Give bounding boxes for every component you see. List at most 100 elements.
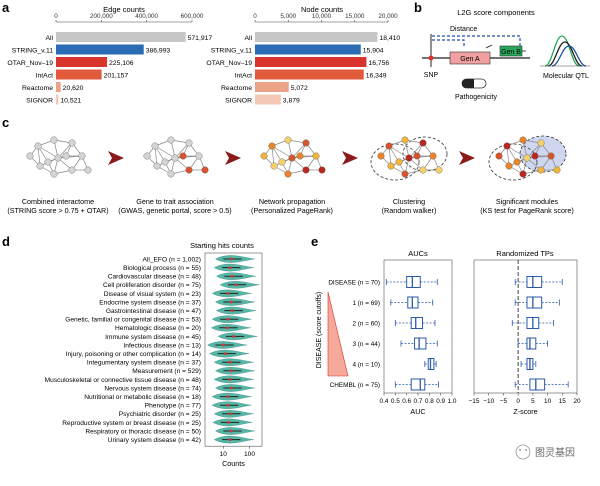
distance-dashed-line-long (432, 35, 521, 48)
violin-category-label: Reproductive system or breast disease (n… (62, 420, 201, 427)
violin-median-dot (229, 369, 233, 373)
network-node (419, 139, 427, 147)
bar-value-label: 3,879 (283, 98, 300, 105)
violin-xlabel: Counts (222, 459, 245, 468)
network-node (36, 162, 44, 170)
violin-median-dot (227, 421, 231, 424)
network-node (153, 162, 161, 170)
bar-category-label: OTAR_Nov–19 (206, 60, 252, 67)
molecular-qtl-label: Molecular QTL (543, 73, 589, 80)
violin-median-dot (228, 378, 232, 381)
violin-median-dot (225, 326, 229, 330)
bar-tick-label: 5,000 (280, 13, 296, 20)
violin-category-label: Phenotype (n = 77) (145, 403, 201, 410)
bar-category-label: IntAct (235, 73, 252, 80)
bar-value-label: 15,904 (363, 48, 384, 55)
network-node (167, 170, 175, 178)
network-node (519, 170, 527, 178)
network-node (385, 142, 393, 150)
bar (255, 82, 289, 92)
pipeline-arrow-icon (459, 151, 475, 165)
network-node (171, 154, 179, 162)
pipeline-step-title: Combined interactome (22, 197, 94, 206)
pipeline-step-subtitle: (STRING score > 0.75 + OTAR) (7, 206, 108, 215)
network-node (50, 170, 58, 178)
network-node (260, 152, 268, 160)
box (414, 337, 427, 350)
violin-category-label: Measurement (n = 529) (132, 368, 201, 375)
bar (255, 94, 281, 105)
gene-a-box (449, 51, 491, 65)
distance-label: Distance (450, 26, 477, 33)
network-node (553, 166, 561, 174)
network-node (537, 139, 545, 147)
violin-category-label: Immune system disease (n = 45) (105, 334, 201, 341)
box (410, 317, 424, 329)
box-tick-label: 0.5 (391, 398, 400, 405)
bar-tick-label: 10,000 (312, 13, 332, 20)
starting-hits-chart: All_EFO (n = 1,002) Biological process (n… (45, 252, 263, 468)
pipeline-arrow-icon (225, 151, 241, 165)
bar-chart-title: Node counts (301, 5, 343, 14)
network-node (537, 166, 545, 174)
bar (255, 69, 364, 80)
violin-category-label: Biological process (n = 55) (123, 265, 201, 272)
violin-median-dot (230, 274, 234, 278)
box-category-label: 1 (n = 69) (352, 300, 380, 307)
network-node (519, 136, 527, 144)
snp-dot (428, 55, 434, 61)
network-node (288, 154, 296, 162)
bar-value-label: 16,349 (366, 73, 387, 80)
violin-category-label: Respiratory or thoracic disease (n = 50) (85, 428, 201, 435)
box (410, 378, 426, 391)
violin-median-dot (226, 317, 230, 321)
box-tick-label: 0.8 (425, 398, 434, 405)
box-category-label: 3 (n = 44) (352, 341, 380, 348)
bar-value-label: 571,917 (188, 35, 213, 42)
network-edge (271, 145, 293, 159)
cluster-outline (488, 143, 538, 181)
violin-category-label: Nervous system disease (n = 74) (104, 385, 201, 392)
snp-label: SNP (424, 72, 439, 79)
pathogenicity-pill-fill (462, 79, 474, 88)
box-xlabel: AUC (410, 407, 425, 416)
network-node (284, 170, 292, 178)
network-node (405, 154, 413, 162)
bar-tick-label: 400,000 (135, 13, 158, 20)
network-node (503, 142, 511, 150)
qtl-peak-green (544, 35, 580, 67)
network-node (523, 154, 531, 162)
violin-plot-frame (204, 252, 263, 447)
violin-median-dot (228, 360, 232, 364)
violin-median-dot (230, 309, 234, 312)
bar-value-label: 10,521 (60, 98, 81, 105)
bar-category-label: All (45, 35, 53, 42)
network-node (413, 152, 421, 160)
violin-chart-title: Starting hits counts (190, 241, 254, 250)
violin-category-label: Hematologic disease (n = 20) (115, 325, 201, 332)
bar-category-label: OTAR_Nov–19 (7, 60, 53, 67)
violin-tick-label: 10 (220, 451, 228, 458)
network-node (84, 166, 92, 174)
pipeline-panel: Combined interactome(STRING score > 0.75… (7, 135, 574, 215)
bar-value-label: 16,756 (368, 60, 389, 67)
violin-median-dot (229, 257, 233, 261)
bar-tick-label: 600,000 (181, 13, 204, 20)
network-node (62, 152, 70, 160)
network-node (296, 152, 304, 160)
violin-median-dot (232, 335, 236, 338)
network-node (68, 166, 76, 174)
violin-median-dot (234, 283, 238, 287)
cluster-outline (370, 143, 420, 181)
box-category-label: 2 (n = 60) (352, 321, 380, 328)
pipeline-step-subtitle: (KS test for PageRank score) (480, 206, 573, 215)
watermark: 图灵基因 (515, 444, 575, 460)
bar-value-label: 5,072 (291, 85, 308, 92)
distance-dashed-line-short (432, 39, 465, 48)
box-tick-label: −15 (469, 398, 480, 405)
gene-b-label: Gen B (501, 49, 521, 56)
violin-category-label: Cardiovascular disease (n = 48) (108, 274, 201, 281)
network-node (34, 142, 42, 150)
violin-category-label: Disease of visual system (n = 23) (104, 291, 201, 298)
bar-value-label: 20,620 (63, 85, 84, 92)
